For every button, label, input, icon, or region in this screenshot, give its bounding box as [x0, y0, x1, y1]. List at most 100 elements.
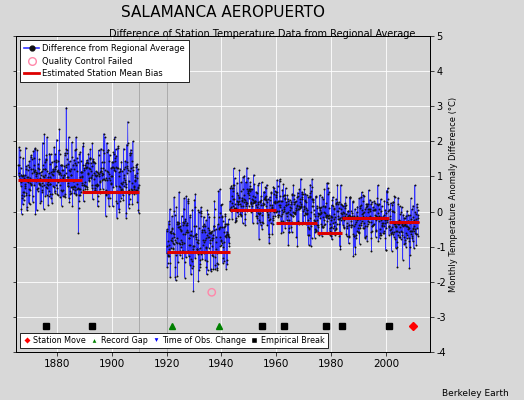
- Point: [335, 243, 344, 249]
- Point: [385, 223, 394, 230]
- Point: [228, 196, 237, 202]
- Point: [19, 201, 27, 208]
- Point: [341, 200, 349, 207]
- Point: [98, 172, 106, 178]
- Point: [232, 218, 240, 224]
- Point: [172, 238, 180, 245]
- Point: [203, 267, 212, 274]
- Point: [329, 220, 337, 226]
- Point: [128, 164, 137, 171]
- Point: [43, 180, 51, 187]
- Point: [169, 245, 177, 252]
- Point: [360, 209, 368, 215]
- Point: [170, 231, 178, 237]
- Point: [345, 234, 353, 240]
- Point: [176, 241, 184, 248]
- Point: [75, 151, 83, 158]
- Point: [341, 203, 350, 210]
- Point: [305, 226, 313, 232]
- Point: [374, 182, 382, 188]
- Point: [277, 197, 285, 204]
- Point: [39, 172, 48, 179]
- Point: [316, 209, 325, 215]
- Point: [191, 232, 199, 238]
- Point: [288, 192, 297, 198]
- Point: [374, 202, 382, 208]
- Point: [245, 185, 254, 192]
- Point: [96, 179, 104, 186]
- Point: [333, 182, 342, 188]
- Point: [180, 195, 188, 202]
- Point: [328, 214, 336, 220]
- Point: [108, 159, 117, 165]
- Point: [95, 178, 104, 184]
- Point: [302, 204, 310, 211]
- Point: [263, 222, 271, 228]
- Point: [199, 237, 207, 244]
- Point: [50, 158, 59, 164]
- Point: [249, 220, 257, 226]
- Point: [45, 150, 53, 157]
- Point: [372, 227, 380, 233]
- Point: [43, 134, 51, 141]
- Point: [411, 182, 419, 188]
- Point: [164, 252, 172, 258]
- Point: [179, 248, 188, 254]
- Point: [192, 231, 200, 238]
- Point: [255, 206, 264, 212]
- Point: [100, 130, 108, 137]
- Point: [337, 210, 346, 216]
- Point: [176, 248, 184, 254]
- Point: [58, 193, 67, 199]
- Point: [66, 168, 74, 175]
- Point: [61, 191, 69, 197]
- Point: [65, 167, 73, 173]
- Point: [210, 227, 218, 233]
- Point: [68, 154, 77, 160]
- Point: [273, 176, 281, 183]
- Point: [250, 181, 259, 187]
- Point: [303, 211, 311, 218]
- Point: [339, 214, 347, 220]
- Point: [54, 167, 62, 174]
- Point: [216, 224, 224, 230]
- Point: [220, 228, 228, 235]
- Point: [122, 214, 130, 221]
- Point: [342, 193, 350, 200]
- Point: [96, 168, 105, 174]
- Point: [18, 192, 26, 198]
- Point: [167, 237, 175, 244]
- Point: [91, 172, 99, 179]
- Point: [254, 180, 263, 186]
- Point: [412, 242, 420, 248]
- Point: [129, 138, 137, 144]
- Point: [267, 189, 275, 195]
- Point: [55, 126, 63, 132]
- Point: [106, 195, 114, 201]
- Point: [205, 234, 213, 240]
- Point: [198, 256, 206, 262]
- Point: [169, 245, 177, 252]
- Point: [52, 136, 61, 143]
- Point: [267, 204, 276, 210]
- Point: [409, 202, 417, 209]
- Point: [372, 234, 380, 240]
- Point: [116, 198, 124, 204]
- Point: [275, 208, 283, 214]
- Point: [265, 202, 274, 208]
- Point: [376, 226, 384, 232]
- Point: [112, 146, 120, 152]
- Point: [135, 209, 143, 216]
- Point: [346, 195, 355, 201]
- Point: [53, 192, 62, 198]
- Point: [377, 208, 385, 214]
- Point: [185, 214, 194, 220]
- Point: [81, 179, 89, 185]
- Point: [263, 199, 271, 206]
- Point: [408, 238, 417, 244]
- Point: [195, 249, 204, 256]
- Point: [23, 174, 31, 180]
- Point: [222, 266, 231, 272]
- Point: [30, 162, 38, 169]
- Point: [126, 150, 134, 156]
